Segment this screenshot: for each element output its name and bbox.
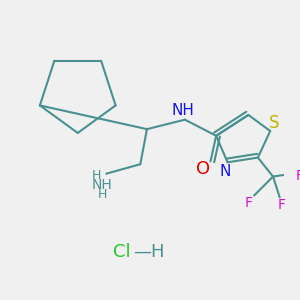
Text: —: — [133, 242, 151, 260]
Text: Cl: Cl [112, 243, 130, 261]
Text: O: O [196, 160, 210, 178]
Text: F: F [278, 198, 286, 212]
Text: NH: NH [172, 103, 194, 118]
Text: F: F [296, 169, 300, 183]
Text: S: S [269, 115, 279, 133]
Text: H: H [92, 169, 101, 182]
Text: H: H [151, 243, 164, 261]
Text: H: H [98, 188, 107, 201]
Text: NH: NH [92, 178, 113, 192]
Text: F: F [244, 196, 252, 210]
Text: N: N [220, 164, 231, 179]
